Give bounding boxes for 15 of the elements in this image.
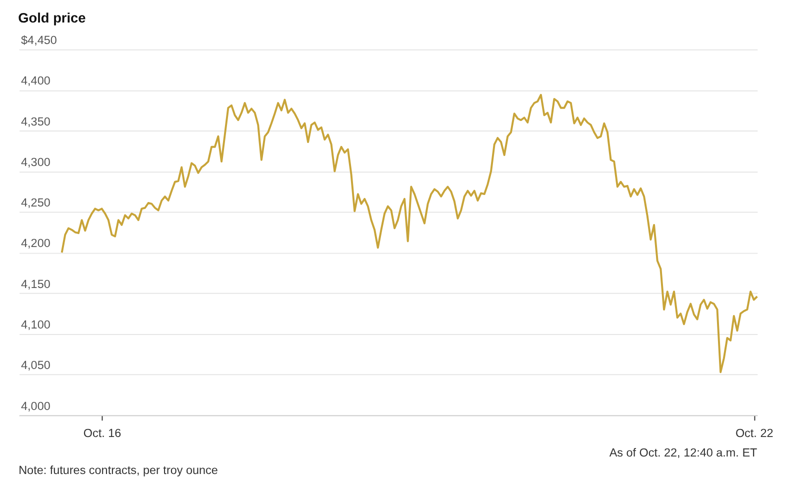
y-tick-label: 4,400 bbox=[21, 74, 51, 88]
y-tick-label: 4,300 bbox=[21, 156, 51, 169]
y-tick-label: 4,050 bbox=[21, 359, 51, 372]
chart-title: Gold price bbox=[18, 10, 86, 26]
y-tick-label: 4,000 bbox=[21, 400, 51, 413]
text: As of Oct. 22, 12:40 a.m. ET bbox=[609, 446, 758, 460]
y-tick-label: $4,450 bbox=[21, 34, 58, 47]
x-tick-label: Oct. 22 bbox=[735, 427, 774, 440]
y-tick-label: 4,350 bbox=[21, 115, 51, 128]
y-tick-label: 4,150 bbox=[21, 278, 51, 291]
y-tick-label: 4,200 bbox=[21, 237, 51, 250]
y-tick-label: 4,250 bbox=[21, 196, 51, 210]
text: Note: futures contracts, per troy ounce bbox=[18, 464, 218, 477]
x-tick-label: Oct. 16 bbox=[83, 427, 122, 440]
y-tick-label: 4,100 bbox=[21, 318, 51, 332]
